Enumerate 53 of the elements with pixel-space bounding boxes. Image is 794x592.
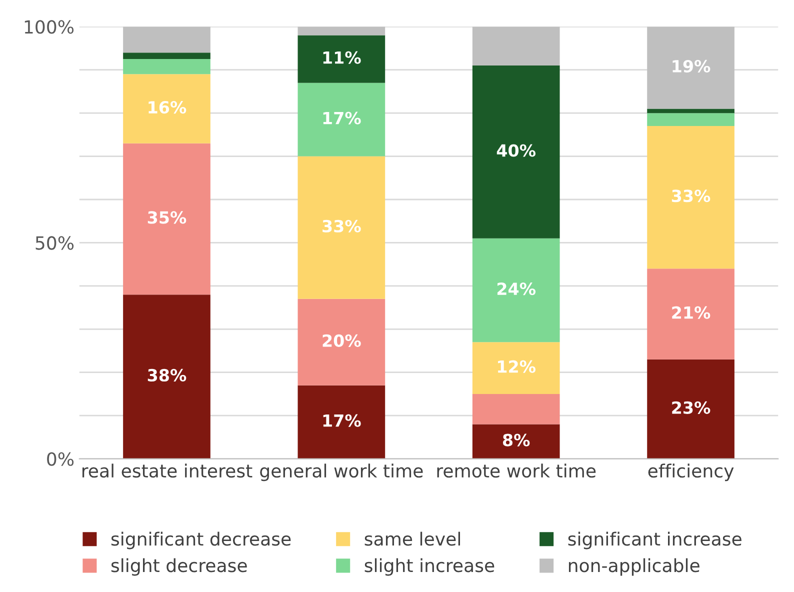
- bar: [472, 238, 560, 342]
- data-label: 23%: [672, 401, 710, 414]
- x-tick-label: real estate interest: [82, 464, 252, 478]
- bar: [647, 268, 734, 360]
- data-label: 16%: [148, 100, 186, 114]
- bar: [123, 74, 210, 144]
- legend-label: non-applicable: [568, 558, 700, 576]
- bar: [472, 424, 560, 459]
- legend-label: slight decrease: [111, 558, 247, 576]
- data-label: 17%: [323, 414, 361, 427]
- bar: [298, 26, 386, 36]
- bar: [647, 108, 734, 114]
- y-tick-label: 100%: [24, 20, 74, 34]
- bar: [298, 82, 386, 156]
- bar: [647, 113, 734, 126]
- data-label: 11%: [323, 51, 361, 64]
- data-label: 35%: [148, 211, 186, 224]
- y-tick-label: 50%: [36, 236, 74, 250]
- data-label: 12%: [498, 360, 536, 373]
- bar: [123, 26, 210, 53]
- bar: [647, 26, 734, 109]
- data-label: 38%: [148, 368, 186, 382]
- bar: [298, 156, 386, 299]
- x-tick-label: general work time: [260, 464, 423, 482]
- bar: [123, 143, 210, 295]
- legend-label: same level: [364, 532, 460, 546]
- bar: [123, 294, 210, 459]
- bar: [472, 394, 560, 424]
- data-label: 19%: [672, 60, 710, 73]
- bar: [123, 52, 210, 60]
- bar: [298, 385, 386, 459]
- legend-label: slight increase: [364, 558, 494, 576]
- data-label: 20%: [322, 334, 361, 347]
- bar: [472, 26, 560, 66]
- bar: [298, 35, 386, 83]
- data-label: 24%: [497, 282, 536, 296]
- data-label: 33%: [322, 220, 361, 232]
- bar: [647, 359, 734, 459]
- data-label: 8%: [502, 434, 530, 446]
- bar: [123, 59, 210, 74]
- y-tick-label: 0%: [47, 452, 74, 466]
- data-label: 21%: [672, 306, 710, 319]
- x-tick-label: remote work time: [437, 464, 596, 478]
- legend-label: significant increase: [568, 532, 742, 550]
- data-label: 33%: [672, 190, 710, 202]
- data-label: 40%: [496, 144, 536, 157]
- data-label: 17%: [323, 112, 361, 124]
- bar: [647, 126, 734, 269]
- bar: [472, 66, 560, 238]
- bar: [472, 342, 560, 394]
- legend-label: significant decrease: [111, 532, 291, 550]
- bar: [298, 298, 386, 386]
- x-tick-label: efficiency: [648, 464, 734, 482]
